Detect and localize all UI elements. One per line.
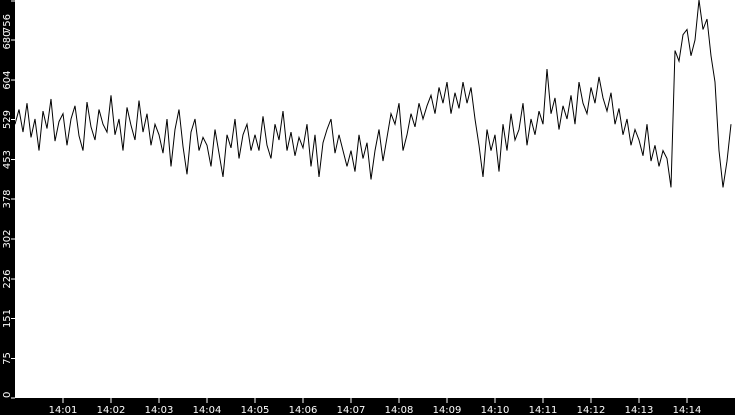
y-tick-label: 680 <box>2 30 13 49</box>
x-tick-label: 14:13 <box>625 405 654 415</box>
x-tick-label: 14:06 <box>289 405 318 415</box>
y-tick-label: 75 <box>2 352 13 365</box>
x-tick-label: 14:14 <box>673 405 702 415</box>
x-tick-label: 14:10 <box>481 405 510 415</box>
y-tick-label: 756 <box>2 14 13 33</box>
y-tick-label: 604 <box>2 70 13 89</box>
y-tick-label: 529 <box>2 110 13 129</box>
x-tick-label: 14:09 <box>433 405 462 415</box>
plot-area <box>15 0 735 398</box>
x-tick-label: 14:07 <box>337 405 366 415</box>
x-axis: 14:01 14:02 14:03 14:04 14:05 14:06 14:07 14:08… <box>49 398 702 415</box>
x-tick-label: 14:02 <box>97 405 126 415</box>
y-tick-label: 0 <box>2 392 13 398</box>
x-tick-label: 14:04 <box>193 405 222 415</box>
y-tick-label: 151 <box>2 309 13 328</box>
x-tick-label: 14:12 <box>577 405 606 415</box>
x-tick-label: 14:08 <box>385 405 414 415</box>
y-tick-label: 302 <box>2 229 13 248</box>
x-tick-label: 14:05 <box>241 405 270 415</box>
y-tick-label: 226 <box>2 269 13 288</box>
series-line <box>14 0 732 188</box>
x-tick-label: 14:03 <box>145 405 174 415</box>
y-tick-label: 453 <box>2 150 13 169</box>
x-tick-label: 14:01 <box>49 405 78 415</box>
x-tick-label: 14:11 <box>529 405 558 415</box>
y-tick-label: 378 <box>2 189 13 208</box>
